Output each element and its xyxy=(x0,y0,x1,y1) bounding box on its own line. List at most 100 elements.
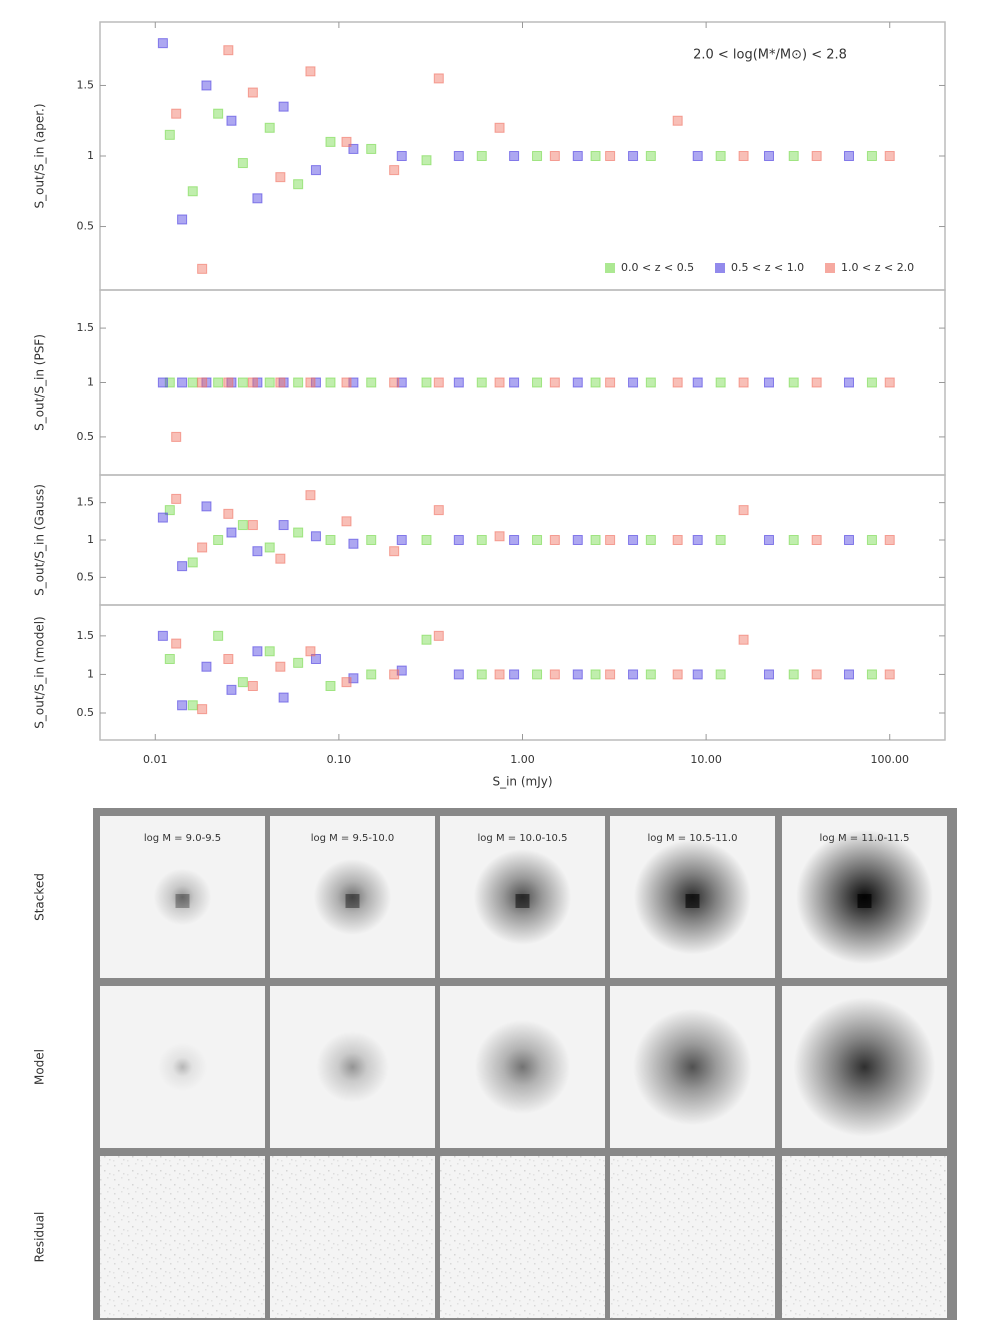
point xyxy=(197,542,208,553)
image-blob xyxy=(782,986,947,1148)
point xyxy=(396,535,407,545)
point xyxy=(605,669,616,680)
point xyxy=(197,263,208,274)
point xyxy=(396,377,407,388)
y-tick-label: 0.5 xyxy=(77,430,95,443)
point xyxy=(275,553,286,564)
point xyxy=(738,634,749,645)
point xyxy=(645,669,656,680)
point xyxy=(157,377,168,388)
point xyxy=(305,66,316,77)
legend-swatch xyxy=(605,263,615,273)
point xyxy=(866,377,877,388)
point xyxy=(692,377,703,388)
point xyxy=(866,535,877,545)
point xyxy=(197,377,208,388)
point xyxy=(366,143,377,154)
point xyxy=(310,165,321,176)
point xyxy=(223,654,234,664)
x-tick-label: 0.01 xyxy=(143,753,168,766)
point xyxy=(628,377,639,388)
image-core xyxy=(175,894,190,908)
point xyxy=(325,136,336,147)
point xyxy=(453,535,464,545)
point xyxy=(549,151,560,161)
point xyxy=(433,505,444,516)
point xyxy=(738,151,749,161)
point xyxy=(433,377,444,388)
y-tick-label: 1 xyxy=(87,376,94,389)
point xyxy=(494,669,505,680)
point xyxy=(628,151,639,161)
point xyxy=(201,501,212,512)
point xyxy=(341,377,352,388)
y-axis-label: S_out/S_in (aper.) xyxy=(33,103,47,208)
row-label: Model xyxy=(33,1049,47,1085)
point xyxy=(223,45,234,56)
point xyxy=(645,151,656,161)
point xyxy=(476,535,487,545)
point xyxy=(348,377,359,388)
y-tick-label: 1.5 xyxy=(77,321,95,334)
point xyxy=(325,681,336,691)
point xyxy=(305,377,316,388)
y-tick-label: 1.5 xyxy=(77,78,95,91)
point xyxy=(164,377,175,388)
point xyxy=(843,669,854,680)
point xyxy=(549,535,560,545)
point xyxy=(453,377,464,388)
point xyxy=(788,669,799,680)
point xyxy=(275,172,286,183)
point xyxy=(763,669,774,680)
point xyxy=(187,377,198,388)
y-tick-label: 1 xyxy=(87,533,94,546)
point xyxy=(325,377,336,388)
point xyxy=(453,669,464,680)
point xyxy=(325,535,336,545)
point xyxy=(590,535,601,545)
point xyxy=(715,535,726,545)
point xyxy=(247,681,258,691)
point xyxy=(171,108,182,119)
point xyxy=(645,535,656,545)
y-axis-label: S_out/S_in (Gauss) xyxy=(33,484,47,596)
column-title: log M = 10.0-10.5 xyxy=(478,833,568,844)
point xyxy=(389,669,400,680)
point xyxy=(177,214,188,225)
point xyxy=(177,561,188,572)
point xyxy=(476,151,487,161)
point xyxy=(509,151,520,161)
point xyxy=(264,542,275,553)
point xyxy=(628,669,639,680)
point xyxy=(389,546,400,557)
point xyxy=(590,151,601,161)
point xyxy=(348,538,359,549)
point xyxy=(549,377,560,388)
point xyxy=(226,684,237,695)
point xyxy=(453,151,464,161)
point xyxy=(348,673,359,684)
image-blob xyxy=(440,986,605,1148)
point xyxy=(476,669,487,680)
x-axis-label: S_in (mJy) xyxy=(492,775,552,789)
point xyxy=(223,377,234,388)
point xyxy=(843,535,854,545)
y-tick-label: 1.5 xyxy=(77,496,95,509)
point xyxy=(396,665,407,676)
x-tick-label: 1.00 xyxy=(510,753,535,766)
point xyxy=(605,535,616,545)
point xyxy=(884,151,895,161)
point xyxy=(341,136,352,147)
y-tick-label: 0.5 xyxy=(77,706,95,719)
point xyxy=(305,490,316,501)
point xyxy=(341,516,352,527)
image-cell xyxy=(270,1156,435,1318)
point xyxy=(252,646,263,657)
image-cell xyxy=(440,1156,605,1318)
point xyxy=(226,115,237,126)
point xyxy=(433,630,444,641)
point xyxy=(494,122,505,133)
point xyxy=(605,151,616,161)
point xyxy=(293,657,304,668)
